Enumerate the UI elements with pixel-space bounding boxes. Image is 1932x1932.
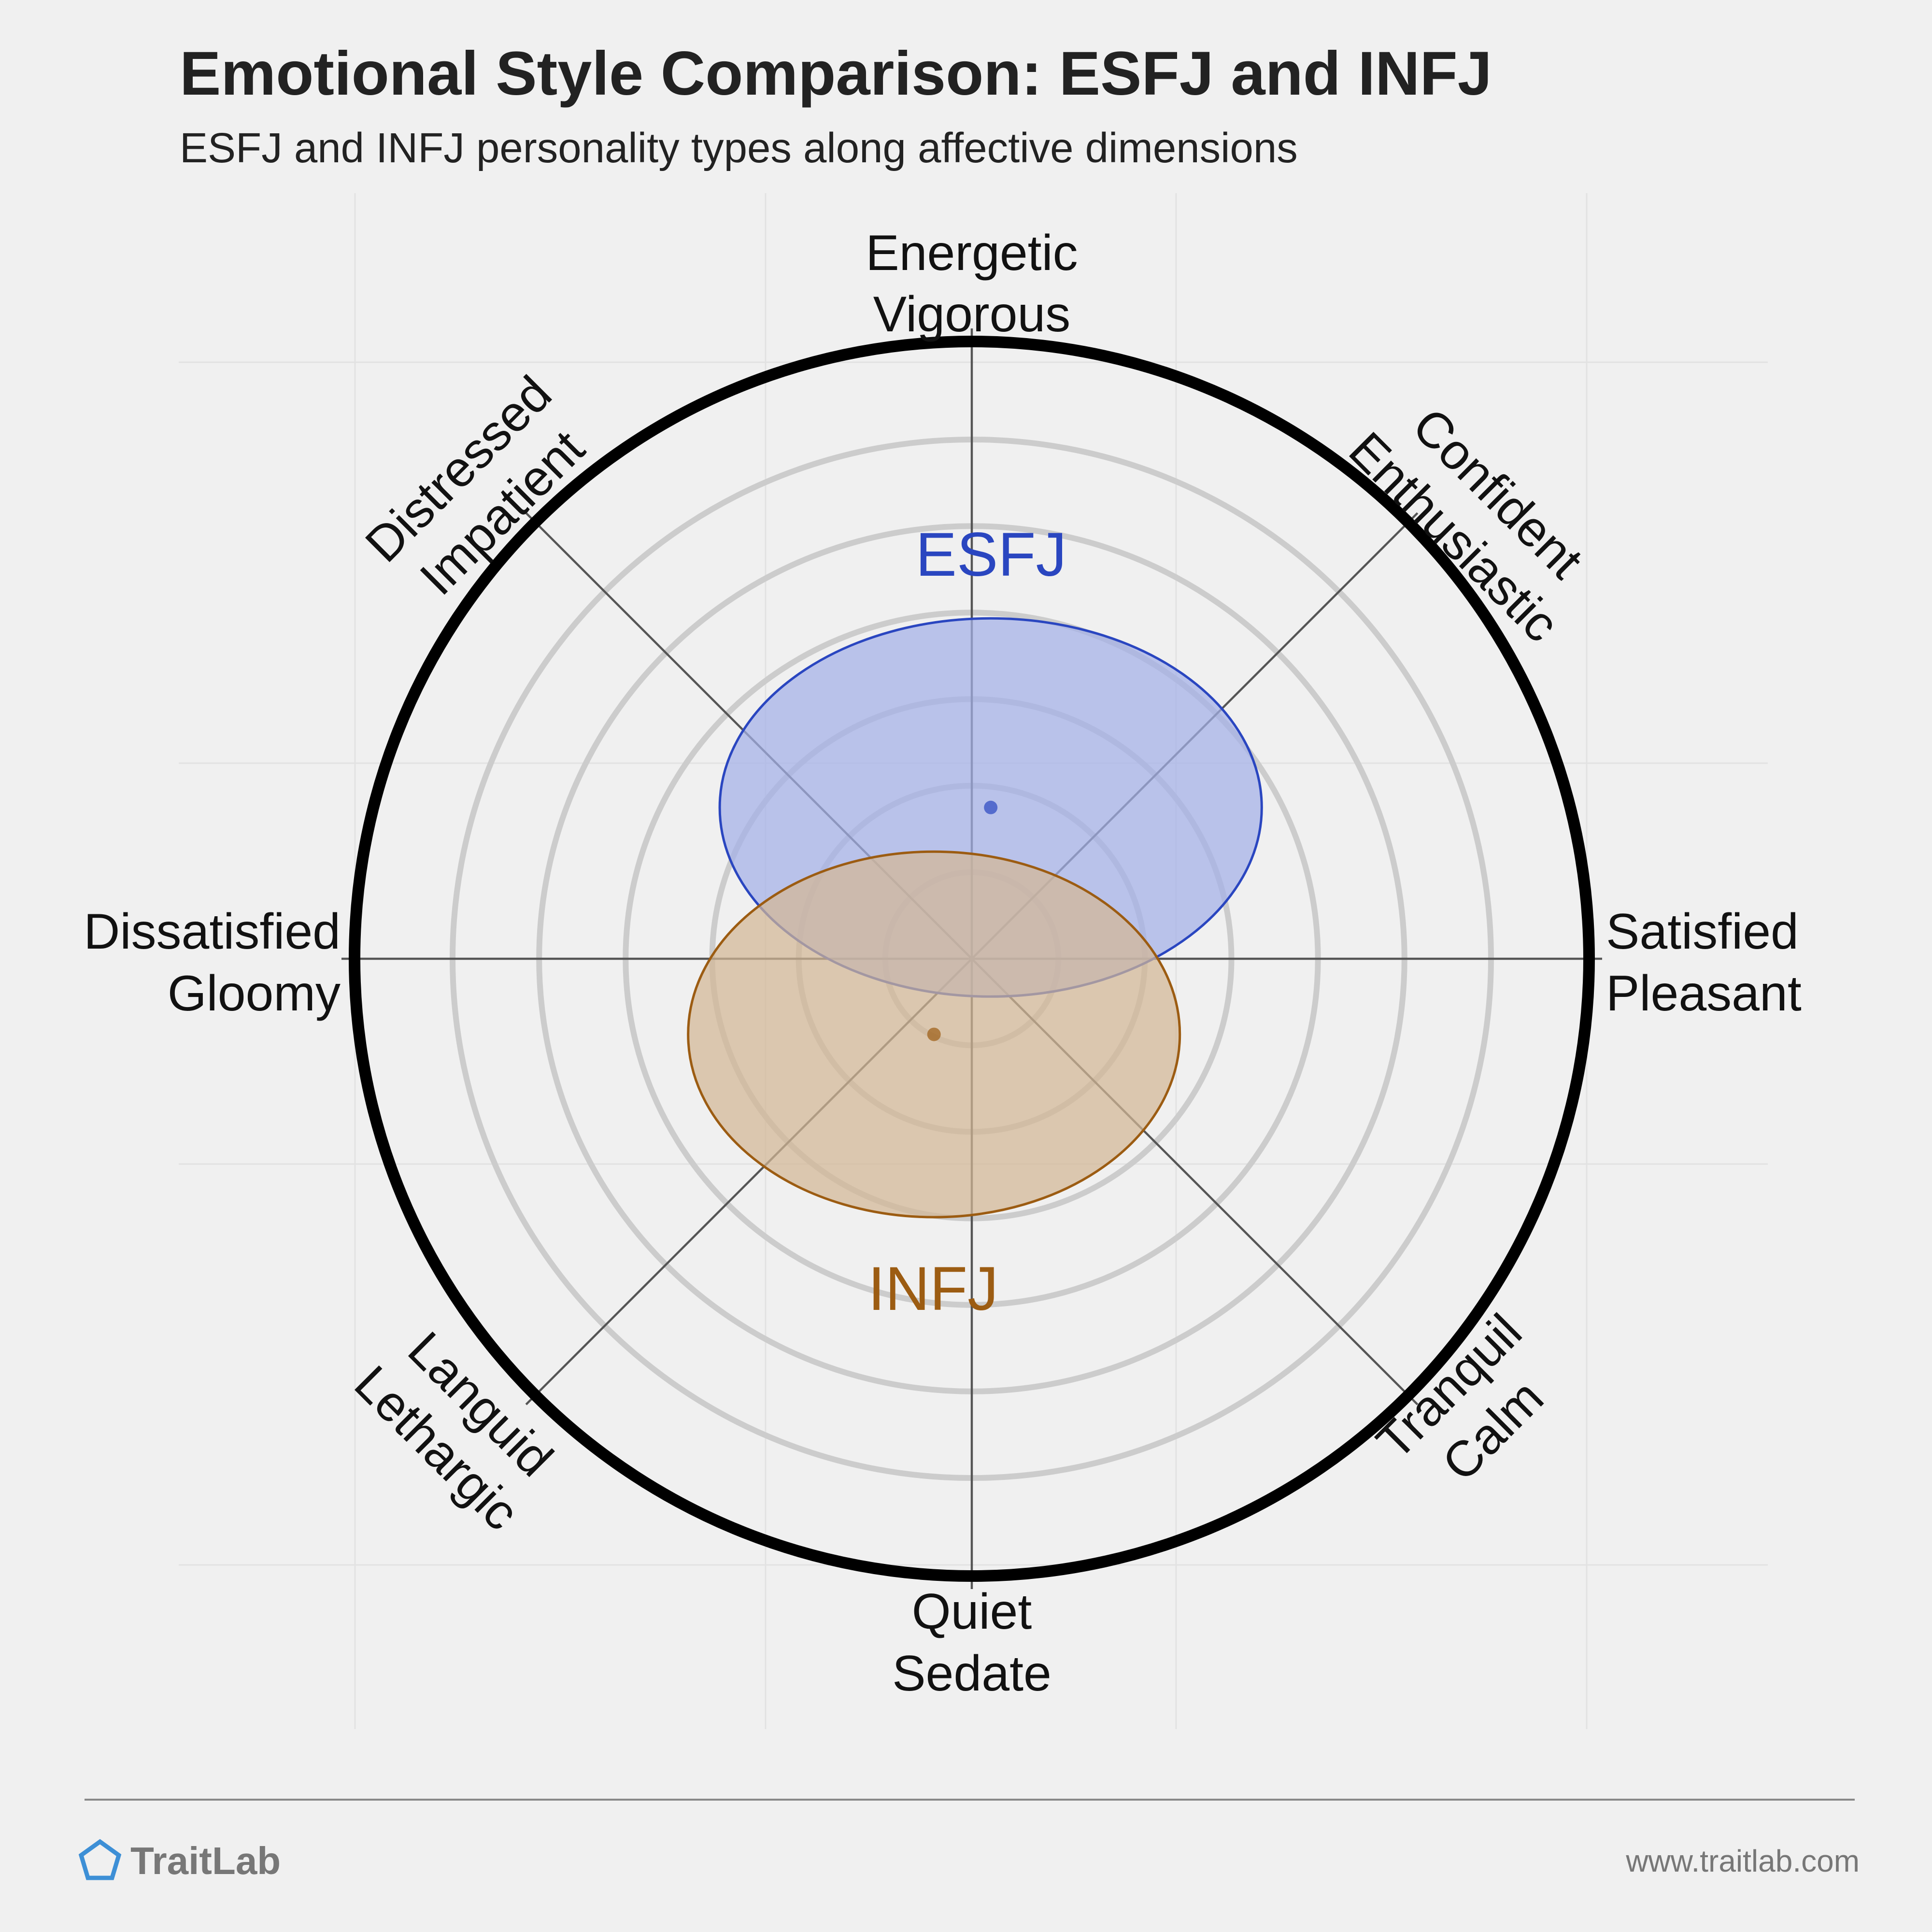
axis-label-tranquil: TranquilCalm [1366, 1304, 1576, 1514]
chart-subtitle: ESFJ and INFJ personality types along af… [180, 125, 1298, 171]
infj-center-dot [927, 1027, 941, 1041]
axis-label-dissatisfied: Dissatisfied Gloomy [84, 904, 341, 1022]
axis-label-quiet: Quiet Sedate [892, 1584, 1051, 1702]
type-labels: ESFJ INFJ [868, 520, 1067, 1323]
esfj-label: ESFJ [916, 520, 1067, 589]
axis-label-energetic: Energetic Vigorous [866, 225, 1078, 342]
outer-boundary-circle [349, 336, 1595, 1582]
axis-label-satisfied: Satisfied Pleasant [1606, 904, 1802, 1022]
chart-title: Emotional Style Comparison: ESFJ and INF… [180, 39, 1492, 108]
infj-label: INFJ [868, 1254, 998, 1323]
traitlab-logo-icon [78, 1839, 122, 1880]
series-ellipses [687, 617, 1263, 1219]
axis-label-languid: LanguidLethargic [344, 1311, 573, 1541]
brand-name: TraitLab [130, 1839, 281, 1882]
esfj-center-dot [984, 800, 998, 814]
footer-url: www.traitlab.com [1625, 1844, 1860, 1878]
